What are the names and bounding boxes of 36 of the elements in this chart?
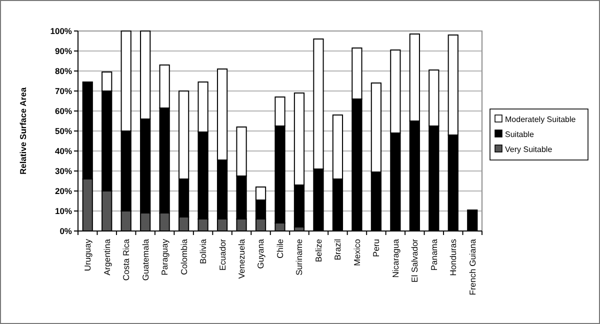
x-tick-label: Guyana [256,238,266,269]
x-tick-label: Belize [313,238,324,262]
y-tick-label: 90% [54,46,72,56]
x-tick-label: Costa Rica [121,238,132,281]
x-tick-label: Panama [428,238,439,271]
x-tick-label: Bolivia [198,238,208,264]
x-tick-label: Paraguay [160,238,170,276]
y-tick-label: 40% [54,146,72,156]
y-tick-label: 60% [54,106,72,116]
legend-label: Very Suitable [505,144,553,154]
y-tick-label: 0% [60,226,72,236]
x-tick-label: Chile [274,238,285,258]
legend-label: Moderately Suitable [505,114,576,124]
x-tick-label: Guatemala [140,238,150,281]
y-tick-label: 20% [54,186,72,196]
x-tick-label: Honduras [448,239,458,276]
x-tick-label: French Guiana [467,238,478,296]
x-tick-label: Argentina [102,238,112,276]
x-tick-label: Venezuela [236,238,246,279]
y-axis-title: Relative Surface Area [18,87,28,175]
y-tick-label: 10% [54,206,72,216]
x-tick-label: Peru [371,238,382,257]
legend-label: Suitable [505,130,534,139]
y-tick-label: 100% [50,26,72,36]
x-tick-label: Suriname [294,238,304,276]
x-tick-label: Ecuador [217,238,228,271]
x-tick-label: El Salvador [410,238,420,282]
x-tick-label: Nicaragua [390,238,400,278]
y-tick-label: 70% [54,86,72,96]
y-tick-label: 80% [54,66,72,76]
y-tick-label: 50% [54,126,72,136]
x-tick-label: Colombia [178,238,189,275]
x-tick-label: Brazil [332,238,343,260]
x-tick-label: Mexico [352,238,362,266]
x-tick-label: Uruguay [82,238,93,272]
y-tick-label: 30% [54,166,72,176]
